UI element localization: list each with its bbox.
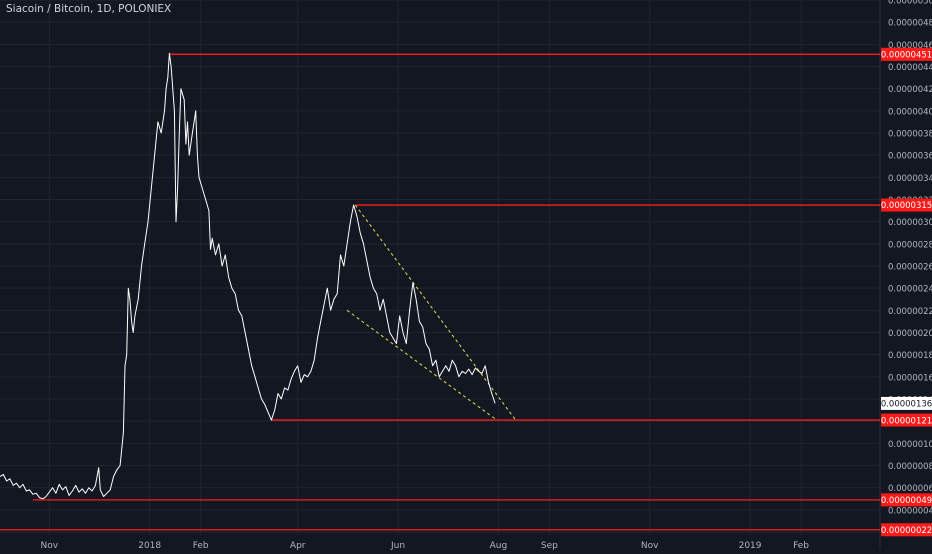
- level-price-label: 0.00000049: [881, 496, 932, 506]
- level-price-badge: [881, 523, 932, 537]
- price-axis[interactable]: 0.000000200.000000400.000000600.00000080…: [888, 0, 932, 539]
- level-price-label: 0.00000121: [881, 416, 932, 426]
- level-price-badge: [881, 493, 932, 507]
- wedge-line: [346, 309, 498, 421]
- level-price-label: 0.00000451: [881, 51, 932, 61]
- price-series: [0, 52, 496, 500]
- y-tick-label: 0.00000500: [888, 0, 932, 7]
- level-price-label: 0.00000315: [881, 201, 932, 211]
- price-labels: 0.00000451 0.00000315 0.00000121 0.00000049…: [881, 47, 932, 537]
- price-line: [0, 52, 496, 500]
- level-price-badge: [881, 413, 932, 427]
- x-tick-label: 2018: [138, 541, 161, 550]
- time-axis[interactable]: Nov 2018 Feb Apr Jun Aug Sep Nov 2019 Feb: [41, 541, 810, 551]
- x-tick-label: Aug: [490, 541, 508, 550]
- x-tick-label: 2019: [739, 541, 762, 550]
- x-tick-label: Feb: [793, 541, 809, 550]
- x-tick-label: Apr: [290, 541, 306, 550]
- chart-title: Siacoin / Bitcoin, 1D, POLONIEX: [6, 3, 172, 15]
- current-price-label: 0.00000136: [881, 400, 932, 410]
- x-tick-label: Feb: [193, 541, 209, 550]
- level-price-label: 0.00000022: [881, 526, 932, 536]
- grid: [0, 0, 881, 550]
- support-resistance-levels: [0, 53, 880, 531]
- x-tick-label: Nov: [41, 541, 59, 550]
- level-price-badge: [881, 47, 932, 61]
- wedge-line: [354, 204, 516, 420]
- current-price-badge: [881, 396, 932, 410]
- x-tick-label: Nov: [641, 541, 659, 550]
- x-tick-label: Sep: [541, 541, 558, 550]
- level-price-badge: [881, 198, 932, 212]
- x-tick-label: Jun: [390, 541, 405, 550]
